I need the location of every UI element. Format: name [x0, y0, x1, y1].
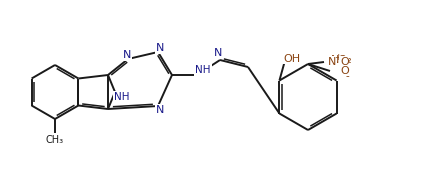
- Text: NO₂: NO₂: [331, 55, 353, 65]
- Text: O: O: [340, 66, 349, 76]
- Text: O: O: [340, 57, 349, 67]
- Text: N: N: [328, 57, 336, 67]
- Text: -: -: [345, 71, 349, 81]
- Text: N: N: [123, 50, 131, 60]
- Text: N: N: [214, 48, 222, 58]
- Text: N: N: [156, 43, 164, 53]
- Text: NH: NH: [195, 65, 211, 75]
- Text: CH₃: CH₃: [46, 135, 64, 145]
- Text: OH: OH: [284, 53, 301, 63]
- Text: +: +: [334, 53, 341, 61]
- Text: N: N: [156, 105, 164, 115]
- Text: NH: NH: [114, 92, 130, 102]
